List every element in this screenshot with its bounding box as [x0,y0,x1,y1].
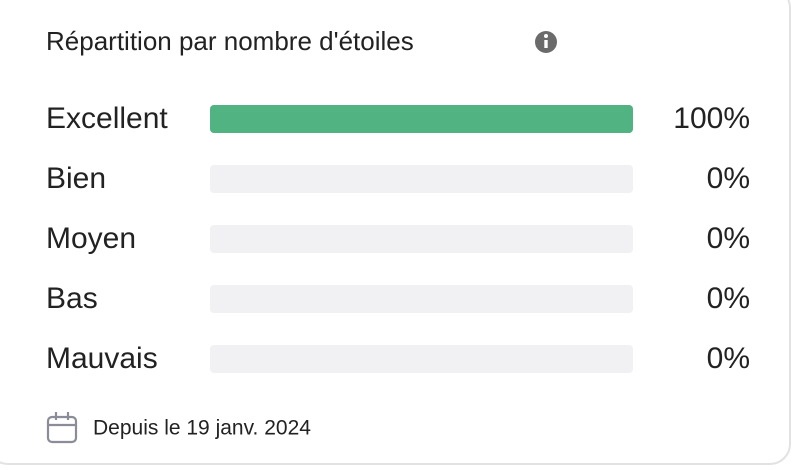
bar-track [210,225,633,253]
category-label: Mauvais [46,342,158,375]
category-label: Bas [46,282,98,315]
category-label: Excellent [46,102,168,135]
category-label: Bien [46,162,106,195]
value-label: 100% [673,102,750,135]
value-label: 0% [707,342,750,375]
bar-track [210,285,633,313]
info-icon[interactable] [535,31,557,53]
value-label: 0% [707,282,750,315]
category-label: Moyen [46,222,136,255]
bar-track [210,165,633,193]
bar-track [210,345,633,373]
calendar-icon [46,412,78,444]
chart-title: Répartition par nombre d'étoiles [46,26,414,56]
value-label: 0% [707,222,750,255]
value-label: 0% [707,162,750,195]
bar [210,105,633,133]
footnote: Depuis le 19 janv. 2024 [93,417,311,440]
